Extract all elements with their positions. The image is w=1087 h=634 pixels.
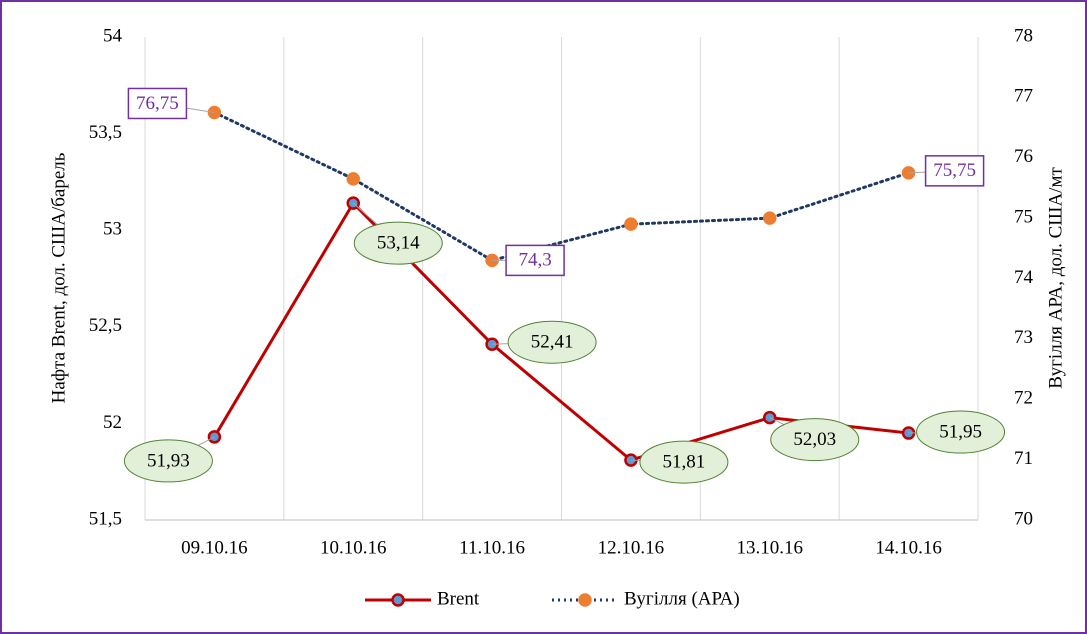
- y2-tick-label: 78: [1014, 25, 1033, 46]
- data-label: 75,75: [933, 160, 976, 181]
- point-marker: [624, 217, 638, 231]
- data-label: 74,3: [518, 250, 551, 271]
- series-line: [212, 110, 911, 262]
- point-marker: [346, 172, 360, 186]
- y2-axis-title: Вугілля АРА, дол. США/мт: [1045, 167, 1066, 389]
- label-bubble: [639, 440, 729, 484]
- data-label: 51,95: [939, 421, 982, 442]
- label-bubble: [353, 221, 443, 265]
- label-bubble: [770, 418, 860, 462]
- y2-tick-label: 74: [1014, 267, 1034, 288]
- legend-label: Brent: [437, 588, 480, 609]
- data-label: 52,41: [531, 332, 574, 353]
- y-axis-title: Нафта Brent, дол. США/барель: [48, 152, 69, 403]
- y2-tick-label: 76: [1014, 146, 1033, 167]
- y2-tick-label: 71: [1014, 448, 1033, 469]
- data-label: 51,81: [663, 451, 706, 472]
- legend-marker: [578, 593, 592, 607]
- data-label: 53,14: [377, 233, 420, 254]
- y-tick-label: 53,5: [89, 122, 122, 143]
- x-tick-label: 11.10.16: [459, 537, 525, 558]
- label-box: [924, 155, 985, 187]
- x-tick-label: 14.10.16: [875, 537, 942, 558]
- x-tick-label: 12.10.16: [598, 537, 665, 558]
- point-marker: [763, 211, 777, 225]
- y-tick-label: 54: [103, 25, 123, 46]
- y2-tick-label: 73: [1014, 327, 1033, 348]
- label-bubble: [507, 320, 597, 364]
- legend-label: Вугілля (АРА): [624, 588, 740, 609]
- y2-tick-label: 77: [1014, 86, 1033, 107]
- data-label: 76,75: [136, 93, 179, 114]
- label-box: [127, 87, 188, 120]
- y2-tick-label: 70: [1014, 508, 1033, 529]
- label-bubble: [916, 410, 1006, 454]
- y-tick-label: 52: [103, 412, 122, 433]
- y-tick-label: 51,5: [89, 508, 122, 529]
- x-tick-label: 10.10.16: [320, 537, 387, 558]
- x-tick-label: 13.10.16: [737, 537, 804, 558]
- legend-marker: [391, 593, 405, 607]
- label-box: [505, 244, 565, 277]
- y-tick-label: 53: [103, 219, 122, 240]
- series-line: [212, 200, 911, 462]
- label-bubble: [123, 439, 213, 483]
- data-label: 52,03: [793, 429, 836, 450]
- data-label: 51,93: [147, 450, 190, 471]
- y2-tick-label: 75: [1014, 206, 1033, 227]
- y2-tick-label: 72: [1014, 388, 1033, 409]
- y-tick-label: 52,5: [89, 315, 122, 336]
- x-tick-label: 09.10.16: [181, 537, 248, 558]
